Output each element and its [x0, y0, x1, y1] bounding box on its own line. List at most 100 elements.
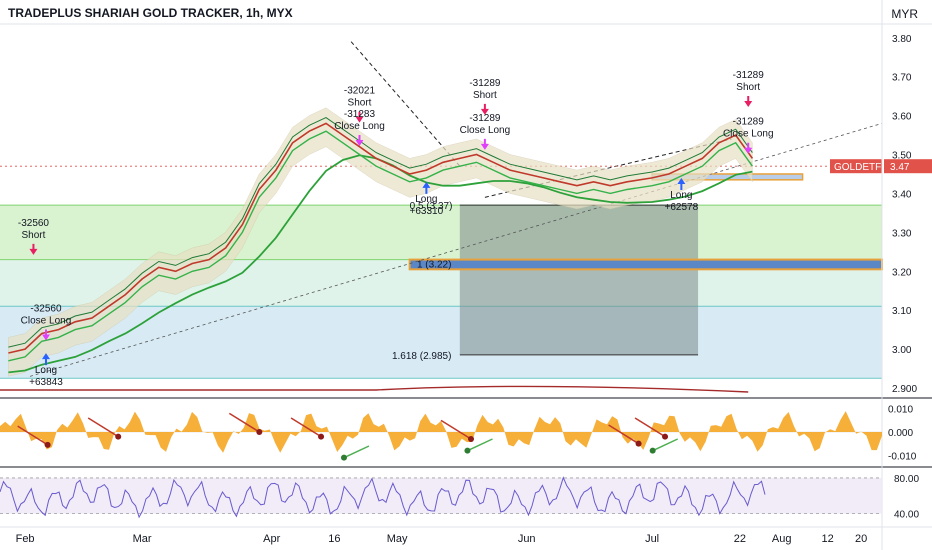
signal-qty-3: -32021 [344, 86, 376, 97]
signal-qty-5: +63310 [410, 206, 444, 217]
osc-area [0, 411, 882, 453]
short-arrow-7 [480, 138, 489, 150]
signal-qty-6: -31289 [469, 78, 501, 89]
osc-div-dot-2 [256, 429, 263, 435]
osc-div-dot-4 [468, 436, 474, 442]
fast-ma-line [8, 130, 753, 362]
time-tick-10: 20 [855, 533, 867, 545]
signal-qty-9: -31289 [733, 70, 765, 81]
osc-div-dot-6 [635, 440, 642, 447]
osc-div-line-3 [290, 417, 322, 438]
osc-bull-line-0 [343, 445, 370, 459]
price-tick-5: 3.30 [892, 228, 912, 239]
trendline-support [29, 123, 883, 377]
price-tick-6: 3.20 [892, 267, 912, 278]
long-arrow-8 [677, 177, 686, 190]
signal-qty-1: -32560 [30, 304, 62, 315]
time-tick-9: 12 [822, 533, 834, 545]
signal-side-8: Long [670, 190, 692, 201]
osc-tick-1: 0.000 [888, 428, 913, 439]
rsi-tick-1: 40.00 [894, 510, 919, 521]
signal-side-3: Short [348, 98, 372, 109]
signal-line [8, 117, 753, 348]
time-tick-2: Apr [263, 533, 280, 545]
projection-box [459, 205, 699, 355]
price-tick-3: 3.50 [892, 151, 912, 162]
short-arrow-0 [29, 243, 38, 255]
osc-div-line-4 [440, 419, 472, 440]
rsi-tick-0: 80.00 [894, 474, 919, 485]
price-tick-8: 3.00 [892, 345, 912, 356]
fib-zone-lower [0, 306, 882, 379]
ma-cloud [8, 107, 753, 377]
signal-qty-8: +62578 [665, 202, 699, 213]
osc-bull-line-1 [467, 438, 493, 452]
price-tick-0: 3.80 [892, 34, 912, 45]
signal-side-0: Short [21, 230, 45, 241]
osc-div-dot-0 [44, 441, 51, 448]
price-line [8, 122, 754, 354]
symbol-badge [830, 159, 882, 174]
fib-zone-upper [0, 205, 882, 260]
price-tick-7: 3.10 [892, 306, 912, 317]
time-tick-5: Jun [518, 533, 536, 545]
time-tick-0: Feb [16, 533, 35, 545]
long-arrow-5 [422, 181, 431, 194]
price-tick-9: 2.900 [892, 384, 917, 395]
price-tick-4: 3.40 [892, 189, 912, 200]
price-tick-2: 3.60 [892, 112, 912, 123]
fib-label-2: 0.5 (3.37) [410, 201, 453, 212]
signal-side-9: Short [736, 82, 760, 93]
osc-div-line-5 [634, 417, 666, 438]
signal-side-2: Long [35, 365, 57, 376]
volume-ma-line [0, 385, 749, 393]
signal-side-5: Long [415, 194, 437, 205]
long-arrow-2 [41, 353, 50, 366]
symbol-badge-text: GOLDETF [834, 162, 881, 173]
osc-bull-dot-0 [340, 454, 347, 461]
last-price-text: 3.47 [890, 162, 910, 173]
short-arrow-10 [744, 142, 753, 154]
short-arrow-3 [355, 111, 364, 123]
signal-qty-0: -32560 [18, 218, 50, 229]
signal-qty-2: +63843 [29, 377, 63, 388]
osc-div-dot-5 [662, 433, 669, 440]
osc-bull-dot-1 [464, 447, 471, 454]
signal-qty-7: -31289 [469, 113, 501, 124]
signal-side-1: Close Long [21, 316, 72, 327]
fib-label-0: 1 (3.22) [417, 259, 451, 270]
osc-div-line-2 [228, 412, 260, 433]
signal-qty-4: -31283 [344, 109, 376, 120]
rsi-band [0, 477, 882, 514]
short-arrow-6 [480, 103, 489, 115]
osc-bull-line-2 [652, 438, 678, 452]
time-tick-1: Mar [133, 533, 152, 545]
osc-div-line-6 [608, 424, 639, 445]
short-arrow-9 [744, 96, 753, 108]
fib-target-band [408, 258, 883, 271]
fib-label-1: 1.618 (2.985) [392, 351, 452, 362]
osc-div-line-0 [17, 425, 49, 446]
rsi-line [0, 476, 766, 519]
chart-title: TRADEPLUS SHARIAH GOLD TRACKER, 1h, MYX [8, 6, 293, 20]
osc-tick-2: -0.010 [888, 451, 917, 462]
signal-side-4: Close Long [334, 121, 385, 132]
osc-div-dot-1 [115, 433, 122, 440]
time-tick-4: May [387, 533, 408, 545]
osc-div-line-1 [87, 417, 119, 438]
osc-tick-0: 0.010 [888, 405, 913, 416]
signal-side-10: Close Long [723, 129, 774, 140]
currency-label[interactable]: MYR [891, 7, 918, 21]
last-price-badge [884, 159, 932, 174]
time-tick-6: Jul [645, 533, 659, 545]
price-tick-1: 3.70 [892, 73, 912, 84]
short-arrow-4 [355, 134, 364, 146]
osc-div-dot-3 [318, 433, 325, 440]
time-tick-3: 16 [328, 533, 340, 545]
time-tick-7: 22 [734, 533, 746, 545]
time-tick-8: Aug [772, 533, 792, 545]
signal-qty-10: -31289 [733, 117, 765, 128]
signal-side-6: Short [473, 90, 497, 101]
